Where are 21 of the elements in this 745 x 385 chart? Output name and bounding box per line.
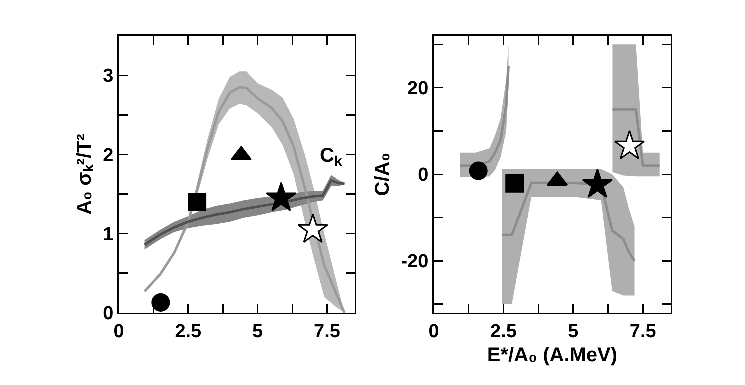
- point: [614, 130, 646, 160]
- y-tick-label: 3: [103, 66, 114, 88]
- y-tick-label: 2: [103, 145, 114, 166]
- y-tick-label: 0: [103, 304, 114, 325]
- point: [506, 174, 524, 193]
- x-axis-title: E*/A₀ (A.MeV): [487, 344, 618, 367]
- point: [469, 162, 488, 180]
- x-tick-label: 2.5: [175, 321, 202, 342]
- y-axis-title: C/A₀: [372, 152, 394, 196]
- y-tick-label: -20: [401, 252, 429, 273]
- x-tick-label: 5: [252, 321, 264, 342]
- series-label: C$_{k}$: [320, 145, 342, 170]
- x-tick-label: 7.5: [630, 321, 657, 342]
- y-axis-title: A₀ σₖ²/T²: [74, 134, 96, 215]
- y-tick-label: 20: [408, 78, 429, 100]
- y-tick-label: 0: [418, 165, 429, 186]
- x-tick-label: 2.5: [490, 321, 518, 342]
- x-tick-label: 5: [568, 321, 580, 342]
- y-tick-label: 1: [103, 224, 114, 246]
- x-tick-label: 7.5: [314, 321, 341, 342]
- point: [582, 168, 614, 198]
